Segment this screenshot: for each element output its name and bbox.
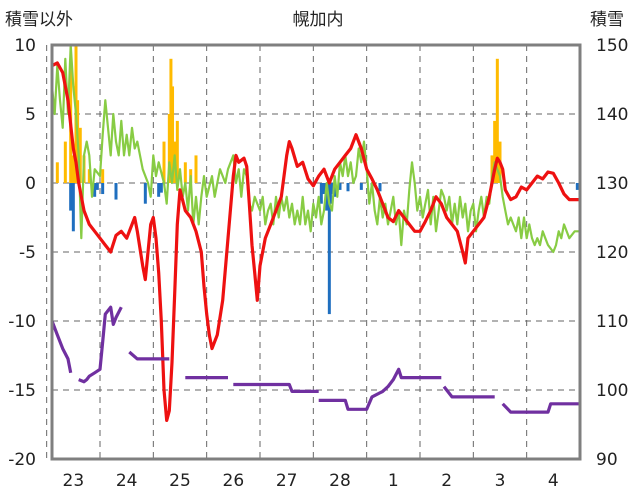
precip-neg-bar xyxy=(575,183,579,190)
x-tick-label: 1 xyxy=(388,471,399,491)
snow-depth-line xyxy=(128,350,170,361)
precip-neg-bar xyxy=(322,183,326,195)
precip-bar xyxy=(194,155,198,183)
grid-lines xyxy=(46,45,580,459)
precip-neg-bar xyxy=(330,183,334,195)
snow-depth-line xyxy=(501,402,580,414)
precip-neg-bar xyxy=(93,183,97,197)
left-tick-label: -20 xyxy=(8,450,36,470)
precip-bar xyxy=(495,58,499,183)
left-tick-label: 10 xyxy=(14,36,36,56)
x-tick-label: 28 xyxy=(329,471,351,491)
precip-neg-bar xyxy=(157,183,161,197)
precip-neg-bar xyxy=(328,183,332,204)
precip-bar xyxy=(63,141,67,183)
precip-neg-bar xyxy=(95,183,99,190)
wind-line xyxy=(50,43,580,254)
precip-bar xyxy=(162,141,166,183)
temperature-line xyxy=(51,61,580,422)
precip-neg-bar xyxy=(159,183,163,193)
precip-neg-bar xyxy=(71,183,75,232)
precip-neg-bar xyxy=(359,183,363,190)
precip-neg-bar xyxy=(69,183,73,211)
precip-bar xyxy=(183,162,187,183)
snow-depth-line xyxy=(318,367,442,411)
right-tick-label: 130 xyxy=(596,174,628,194)
precip-bar xyxy=(493,120,497,183)
snow-depth-line xyxy=(233,382,319,393)
left-tick-label: 5 xyxy=(25,105,36,125)
precip-bar xyxy=(169,58,173,183)
snow-depth-line xyxy=(442,385,495,399)
chart-title: 幌加内 xyxy=(293,10,344,30)
precip-neg-bar xyxy=(319,183,323,204)
snow-depth-line xyxy=(50,320,73,374)
x-ticks: 23 24 25 26 27 28 1 2 3 4 xyxy=(63,471,559,491)
precip-neg-bar xyxy=(346,183,350,192)
left-tick-label: 0 xyxy=(25,174,36,194)
left-tick-label: -10 xyxy=(8,312,36,332)
precip-bar xyxy=(55,162,59,183)
precip-neg-bar xyxy=(378,183,382,192)
precip-bar xyxy=(171,86,175,183)
x-tick-label: 25 xyxy=(169,471,191,491)
precip-bar xyxy=(101,169,105,183)
x-tick-label: 23 xyxy=(63,471,85,491)
x-tick-label: 26 xyxy=(223,471,245,491)
snow-depth-line xyxy=(78,305,123,384)
precip-bar xyxy=(87,169,91,183)
precip-bar xyxy=(490,155,494,183)
x-tick-label: 3 xyxy=(495,471,506,491)
right-tick-label: 120 xyxy=(596,243,628,263)
left-y-ticks: 10 5 0 -5 -10 -15 -20 xyxy=(8,36,36,470)
right-tick-label: 110 xyxy=(596,312,628,332)
left-tick-label: -5 xyxy=(19,243,36,263)
precip-bar xyxy=(78,127,82,183)
precip-neg-bar xyxy=(143,183,147,204)
precip-neg-bar xyxy=(338,183,342,190)
x-tick-label: 24 xyxy=(116,471,138,491)
right-y-ticks: 150 140 130 120 110 100 90 xyxy=(596,36,628,470)
right-tick-label: 140 xyxy=(596,105,628,125)
precip-neg-bar xyxy=(327,183,331,315)
left-tick-label: -15 xyxy=(8,381,36,401)
right-tick-label: 150 xyxy=(596,36,628,56)
right-axis-label: 積雪 xyxy=(590,10,624,30)
series-lines xyxy=(50,43,580,422)
precip-bar xyxy=(175,120,179,183)
precip-bar xyxy=(71,155,75,183)
left-axis-label: 積雪以外 xyxy=(5,10,73,30)
right-tick-label: 90 xyxy=(596,450,618,470)
precip-neg-bar xyxy=(101,183,105,195)
plot-frame xyxy=(50,43,582,461)
precip-neg-bar xyxy=(325,183,329,211)
precip-bar xyxy=(167,114,171,183)
precip-neg-bar xyxy=(114,183,118,200)
x-tick-label: 4 xyxy=(548,471,559,491)
x-tick-label: 27 xyxy=(276,471,298,491)
x-tick-label: 2 xyxy=(441,471,452,491)
right-tick-label: 100 xyxy=(596,381,628,401)
